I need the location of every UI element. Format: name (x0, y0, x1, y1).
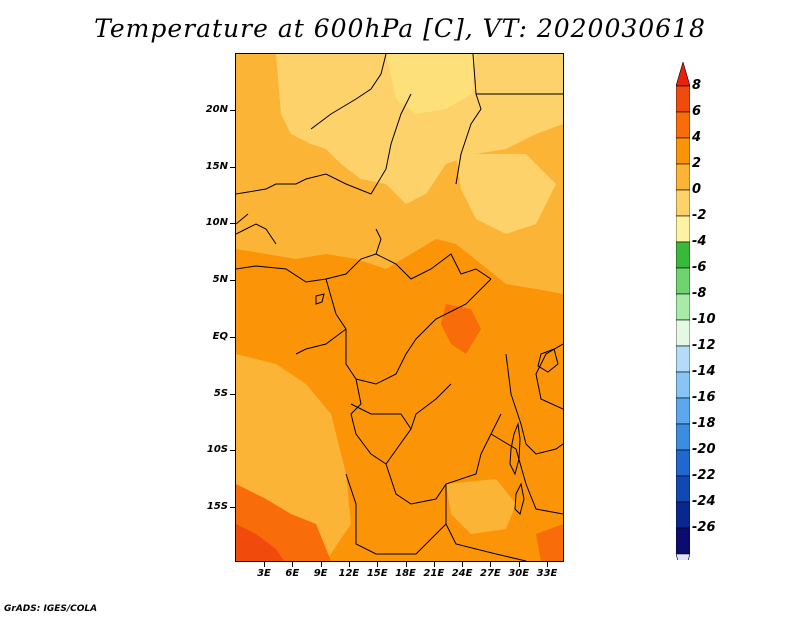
colorbar-label: 2 (692, 156, 702, 171)
colorbar-label: -26 (692, 520, 716, 535)
colorbar-segment (676, 501, 690, 529)
colorbar-label: -8 (692, 286, 707, 301)
colorbar-segment (676, 449, 690, 477)
lat-tick (230, 223, 235, 225)
lat-tick (230, 450, 235, 452)
country-borders (236, 54, 563, 561)
lakes (315, 293, 559, 515)
lon-label: 15E (366, 568, 388, 579)
lat-tick (230, 506, 235, 508)
lat-tick (230, 166, 235, 168)
lon-label: 24E (451, 568, 473, 579)
colorbar-segment (676, 475, 690, 503)
chart-title: Temperature at 600hPa [C], VT: 202003061… (94, 14, 706, 43)
lat-label: EQ (212, 330, 228, 342)
lon-label: 6E (285, 568, 300, 579)
colorbar-label: -2 (692, 208, 707, 223)
lon-label: 9E (313, 568, 328, 579)
colorbar-label: -14 (692, 364, 716, 379)
colorbar-label: -10 (692, 312, 716, 327)
colorbar-label: -18 (692, 416, 716, 431)
lon-label: 33E (536, 568, 558, 579)
colorbar-label: -22 (692, 468, 716, 483)
lat-label: 10S (206, 444, 228, 456)
field-zone-east-4to6 (536, 524, 563, 561)
lon-tick (405, 562, 407, 567)
lat-label: 20N (205, 104, 228, 115)
lon-label: 30E (508, 568, 530, 579)
lon-tick (320, 562, 322, 567)
colorbar-label: 6 (692, 104, 702, 119)
lat-label: 5S (213, 387, 228, 399)
colorbar-segment (676, 267, 690, 295)
colorbar-segment (676, 137, 690, 165)
colorbar-segment (676, 163, 690, 191)
colorbar-segment (676, 189, 690, 217)
colorbar-label: -4 (692, 234, 707, 249)
lat-tick (230, 336, 235, 338)
field-zone-east-cool (456, 154, 556, 234)
lon-tick (264, 562, 265, 567)
colorbar-label: -6 (692, 260, 707, 275)
field-zone-central-4to6 (441, 304, 481, 354)
colorbar-segment (676, 111, 690, 139)
colorbar-bottom-arrow (676, 553, 690, 560)
colorbar-label: -20 (692, 442, 716, 457)
lat-label: 5N (212, 274, 228, 286)
lon-tick (547, 562, 548, 567)
colorbar-label: 8 (692, 78, 702, 93)
colorbar-segment (676, 319, 690, 347)
lon-label: 27E (480, 568, 501, 579)
lon-label: 18E (395, 568, 416, 579)
colorbar-segment (676, 293, 690, 321)
colorbar (676, 62, 690, 560)
colorbar-label: -24 (692, 494, 716, 509)
colorbar-label: 0 (692, 182, 702, 197)
lat-label: 10N (205, 217, 228, 229)
temperature-map (235, 53, 564, 562)
lon-label: 12E (338, 568, 360, 579)
colorbar-segment (676, 215, 690, 243)
colorbar-label: -12 (692, 338, 716, 353)
lon-tick (518, 562, 520, 567)
lat-label: 15N (205, 160, 228, 172)
colorbar-segment (676, 241, 690, 269)
credit-text: GrADS: IGES/COLA (4, 604, 98, 614)
colorbar-label: -16 (692, 390, 716, 405)
lon-label: 3E (257, 568, 271, 579)
field-zone-6to8 (236, 524, 284, 561)
colorbar-segment (676, 85, 690, 113)
colorbar-segment (676, 371, 690, 399)
colorbar-segment (676, 345, 690, 373)
lon-tick (292, 562, 294, 567)
lat-tick (230, 110, 235, 111)
lat-tick (230, 393, 235, 395)
lon-label: 21E (423, 568, 445, 579)
lon-tick (433, 562, 435, 567)
colorbar-top-arrow (676, 62, 690, 87)
field-zone-minus2to0 (276, 54, 563, 204)
lat-tick (230, 280, 235, 282)
lon-tick (462, 562, 464, 567)
colorbar-label: 4 (692, 130, 702, 145)
lon-tick (348, 562, 350, 567)
colorbar-segment (676, 397, 690, 425)
colorbar-segment (676, 527, 690, 555)
field-zone-se-0to2 (446, 479, 516, 534)
colorbar-segment (676, 423, 690, 451)
lat-label: 15S (206, 500, 228, 512)
lon-tick (377, 562, 379, 567)
lon-tick (490, 562, 492, 567)
